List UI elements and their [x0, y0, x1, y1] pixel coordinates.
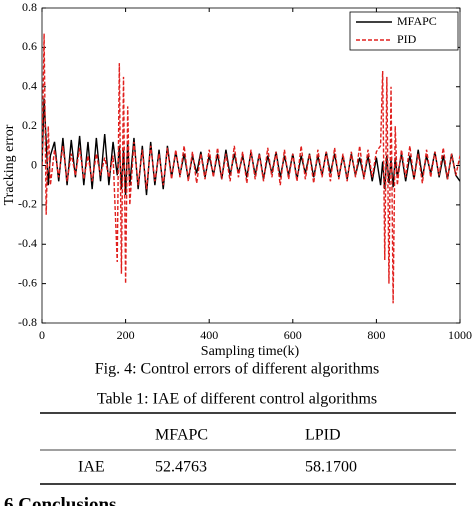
- figure-caption: Fig. 4: Control errors of different algo…: [95, 361, 380, 378]
- legend-box: [349, 11, 459, 51]
- table-header: MFAPC: [155, 427, 208, 444]
- y-tick-label: 0: [31, 157, 37, 171]
- section-heading: 6 Conclusions: [4, 494, 116, 506]
- table-cell: 52.4763: [155, 459, 207, 476]
- y-axis-label: Tracking error: [2, 124, 17, 205]
- data-line: [42, 33, 460, 304]
- y-tick-label: -0.6: [18, 275, 37, 289]
- y-tick-label: 0.2: [22, 118, 37, 132]
- table-header: LPID: [305, 427, 341, 444]
- x-tick-label: 0: [39, 328, 45, 342]
- x-tick-label: 800: [367, 328, 385, 342]
- x-tick-label: 1000: [448, 328, 472, 342]
- legend-label: PID: [397, 32, 417, 46]
- x-tick-label: 400: [200, 328, 218, 342]
- y-tick-label: 0.8: [22, 0, 37, 14]
- y-tick-label: -0.8: [18, 315, 37, 329]
- y-tick-label: -0.4: [18, 236, 37, 250]
- table-cell: IAE: [78, 459, 105, 476]
- table-title: Table 1: IAE of different control algori…: [97, 391, 377, 408]
- x-tick-label: 200: [117, 328, 135, 342]
- table-cell: 58.1700: [305, 459, 357, 476]
- y-tick-label: 0.6: [22, 39, 37, 53]
- y-tick-label: -0.2: [18, 197, 37, 211]
- y-tick-label: 0.4: [22, 79, 37, 93]
- legend-label: MFAPC: [397, 14, 437, 28]
- x-axis-label: Sampling time(k): [201, 344, 300, 359]
- x-tick-label: 600: [284, 328, 302, 342]
